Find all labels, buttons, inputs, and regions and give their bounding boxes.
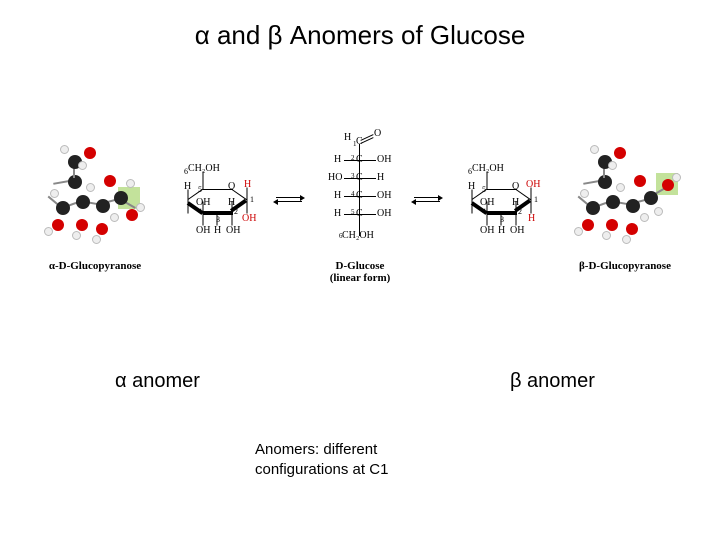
num5: 5: [198, 185, 202, 194]
num3: 3: [216, 215, 220, 224]
center-caption-l2: (linear form): [320, 272, 400, 284]
bc1-bot: H: [528, 213, 535, 224]
c4-top: H: [184, 181, 191, 192]
r1r: OH: [377, 154, 391, 165]
r2c: C: [356, 172, 363, 183]
alpha-3d-caption: α-D-Glucopyranose: [40, 260, 150, 272]
fn1: 1: [353, 140, 357, 148]
bc4-top: H: [468, 181, 475, 192]
num4: 4: [198, 207, 202, 216]
r4l: H: [334, 208, 341, 219]
c4-bot: OH: [196, 225, 210, 236]
r3r: OH: [377, 190, 391, 201]
fn4: 4: [351, 190, 355, 198]
bn1: 1: [534, 195, 538, 204]
c2-bot: OH: [226, 225, 240, 236]
page-title: α and β Anomers of Glucose: [0, 20, 720, 51]
bc1-top: OH: [526, 179, 540, 190]
alpha-anomer-label: α anomer: [115, 370, 200, 393]
c1-top: H: [244, 179, 251, 190]
beta-3d-caption: β-D-Glucopyranose: [570, 260, 680, 272]
bc5-sub: CH₂OH: [472, 163, 504, 174]
num1: 1: [250, 195, 254, 204]
bn4: 4: [482, 207, 486, 216]
fn6: 6: [339, 232, 343, 240]
bc4-bot: OH: [480, 225, 494, 236]
r4r: OH: [377, 208, 391, 219]
num2: 2: [234, 207, 238, 216]
bn6: 6: [468, 167, 472, 176]
fn2: 2: [351, 154, 355, 162]
bc3-bot: H: [498, 225, 505, 236]
center-caption-l1: D-Glucose: [336, 260, 385, 272]
center-caption: D-Glucose (linear form): [320, 260, 400, 284]
c3-bot: H: [214, 225, 221, 236]
beta-3d-model: β-D-Glucopyranose: [570, 135, 680, 285]
cho-c: C: [356, 136, 363, 147]
beta-anomer-label: β anomer: [510, 370, 595, 393]
cho-o: O: [374, 128, 381, 139]
def-l1: Anomers: different: [255, 441, 377, 458]
ring-oxygen: O: [228, 181, 235, 192]
r2l: HO: [328, 172, 342, 183]
bn5: 5: [482, 185, 486, 194]
r4c: C: [356, 208, 363, 219]
bn3: 3: [500, 215, 504, 224]
ring-oxygen-b: O: [512, 181, 519, 192]
bc2-bot: OH: [510, 225, 524, 236]
num6: 6: [184, 167, 188, 176]
c5-sub: CH₂OH: [188, 163, 220, 174]
c1-bot: OH: [242, 213, 256, 224]
r2r: H: [377, 172, 384, 183]
bn2: 2: [518, 207, 522, 216]
fischer-bottom: CH₂OH: [342, 230, 374, 241]
r3c: C: [356, 190, 363, 201]
alpha-haworth: O H OH OH H OH H OH H CH₂OH 1 2 3 4 5 6: [170, 155, 270, 285]
r1l: H: [334, 154, 341, 165]
r1c: C: [356, 154, 363, 165]
fn5: 5: [351, 208, 355, 216]
figure-area: α-D-Glucopyranose O H OH OH H OH H OH H …: [40, 135, 680, 315]
anomer-definition: Anomers: different configurations at C1: [255, 440, 388, 479]
cho-h: H: [344, 132, 351, 143]
def-l2: configurations at C1: [255, 461, 388, 478]
fn3: 3: [351, 172, 355, 180]
beta-haworth: O OH H OH H OH H OH H CH₂OH 1 2 3 4 5 6: [454, 155, 554, 285]
r3l: H: [334, 190, 341, 201]
alpha-3d-model: α-D-Glucopyranose: [40, 135, 150, 285]
fischer-projection: H O C H OH C HO H C H OH C H OH C CH₂OH …: [320, 130, 400, 290]
